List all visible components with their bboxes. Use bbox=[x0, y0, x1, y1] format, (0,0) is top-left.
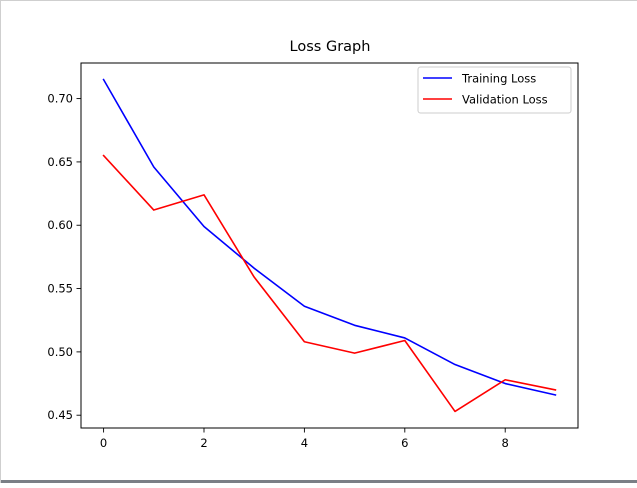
legend-label-validation-loss: Validation Loss bbox=[462, 93, 548, 107]
series-line-validation-loss bbox=[102, 154, 557, 413]
y-tick-label: 0.65 bbox=[47, 155, 73, 169]
legend-label-training-loss: Training Loss bbox=[461, 72, 536, 86]
chart-title: Loss Graph bbox=[290, 39, 371, 55]
x-tick-label: 6 bbox=[401, 436, 408, 450]
x-tick-label: 4 bbox=[301, 436, 308, 450]
x-tick-label: 0 bbox=[100, 436, 107, 450]
window-bottom-edge bbox=[1, 480, 637, 483]
plot-area bbox=[102, 78, 557, 413]
y-tick-label: 0.50 bbox=[47, 345, 73, 359]
plot-frame bbox=[80, 62, 579, 429]
legend: Training Loss Validation Loss bbox=[417, 66, 572, 114]
y-tick-label: 0.45 bbox=[47, 408, 73, 422]
legend-box bbox=[417, 66, 572, 114]
x-tick-label: 8 bbox=[502, 436, 509, 450]
axes: 0 2 4 6 8 0.45 0.50 0.55 0.60 0.65 0.70 bbox=[47, 62, 579, 450]
series-line-training-loss bbox=[102, 78, 557, 396]
y-tick-label: 0.55 bbox=[47, 282, 73, 296]
x-tick-label: 2 bbox=[200, 436, 207, 450]
y-tick-label: 0.60 bbox=[47, 218, 73, 232]
y-tick-label: 0.70 bbox=[47, 92, 73, 106]
